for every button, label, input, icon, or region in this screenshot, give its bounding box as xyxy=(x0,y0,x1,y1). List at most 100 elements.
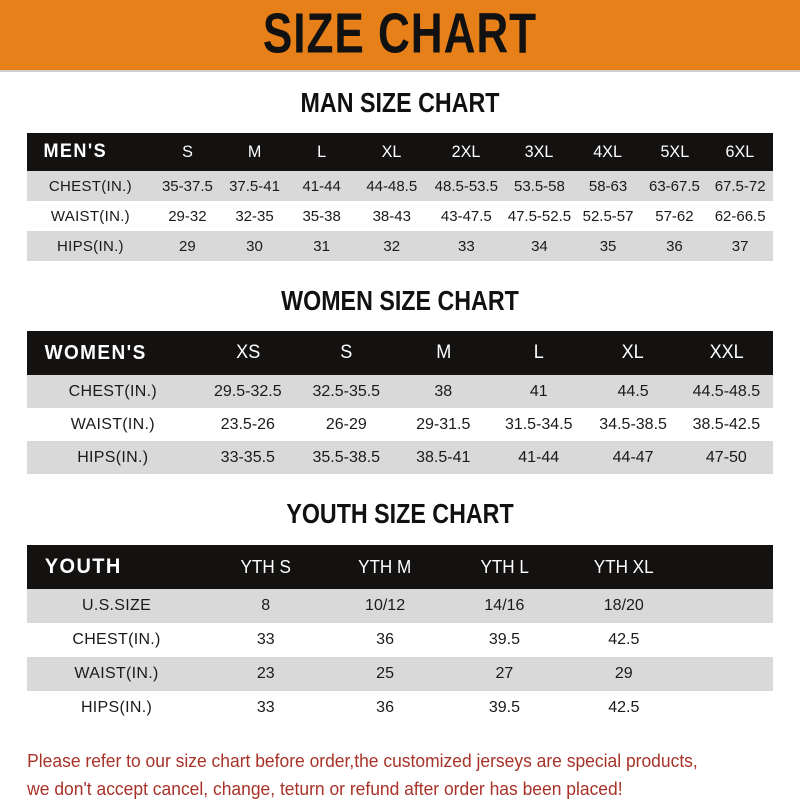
women-size-table: WOMEN'S XS S M L XL XXL CHEST(IN.) 29.5-… xyxy=(27,331,773,474)
table-cell: 39.5 xyxy=(488,631,520,648)
table-cell-spacer xyxy=(683,623,773,657)
man-size-header: S xyxy=(182,142,193,161)
row-label: HIPS(IN.) xyxy=(56,237,124,255)
table-cell: 36 xyxy=(666,237,683,255)
table-cell: 29 xyxy=(614,665,633,682)
man-size-header: 2XL xyxy=(451,142,481,161)
table-cell: 63-67.5 xyxy=(648,177,700,195)
table-cell: 41 xyxy=(529,382,548,400)
table-cell: 32-35 xyxy=(235,207,274,225)
man-size-header: XL xyxy=(381,142,402,161)
women-size-header: S xyxy=(340,342,353,363)
table-cell: 42.5 xyxy=(608,631,640,648)
row-label: U.S.SIZE xyxy=(81,597,152,614)
youth-table-header-row: YOUTH YTH S YTH M YTH L YTH XL xyxy=(27,545,773,589)
section-title-youth: YOUTH SIZE CHART xyxy=(286,498,514,530)
man-corner-label: MEN'S xyxy=(43,141,108,162)
table-cell: 52.5-57 xyxy=(582,207,634,225)
section-man: MAN SIZE CHART MEN'S S M L XL 2XL 3XL 4X… xyxy=(0,88,800,261)
table-cell: 37.5-41 xyxy=(229,177,280,195)
table-cell: 44.5 xyxy=(617,382,649,400)
table-cell: 67.5-72 xyxy=(714,177,766,195)
table-row: WAIST(IN.) 29-32 32-35 35-38 38-43 43-47… xyxy=(27,201,773,231)
youth-size-table: YOUTH YTH S YTH M YTH L YTH XL U.S.SIZE … xyxy=(27,545,773,725)
table-cell: 43-47.5 xyxy=(440,207,492,225)
youth-header-spacer xyxy=(686,545,771,589)
table-cell: 38.5-42.5 xyxy=(692,415,761,433)
table-cell: 29.5-32.5 xyxy=(214,382,282,400)
table-cell: 62-66.5 xyxy=(714,207,766,225)
table-cell: 34.5-38.5 xyxy=(599,415,667,433)
women-size-header: L xyxy=(533,342,544,363)
table-row: CHEST(IN.) 29.5-32.5 32.5-35.5 38 41 44.… xyxy=(27,375,773,408)
man-size-header: 3XL xyxy=(525,142,554,161)
youth-size-header: YTH S xyxy=(240,556,291,577)
table-row: U.S.SIZE 8 10/12 14/16 18/20 xyxy=(27,589,773,623)
table-cell: 41-44 xyxy=(518,448,560,466)
table-cell: 29 xyxy=(179,237,196,255)
row-label: HIPS(IN.) xyxy=(80,699,153,716)
women-size-header: XS xyxy=(235,342,260,363)
section-title-women: WOMEN SIZE CHART xyxy=(281,285,519,317)
table-cell: 35.5-38.5 xyxy=(312,448,381,466)
table-cell: 31 xyxy=(313,237,330,255)
table-cell: 35-37.5 xyxy=(161,177,213,195)
table-row: WAIST(IN.) 23 25 27 29 xyxy=(27,657,773,691)
table-cell: 31.5-34.5 xyxy=(504,415,573,433)
table-cell: 18/20 xyxy=(603,597,644,614)
page-banner: SIZE CHART xyxy=(0,0,800,72)
row-label: WAIST(IN.) xyxy=(50,207,130,225)
table-cell: 14/16 xyxy=(484,597,525,614)
table-cell: 57-62 xyxy=(655,207,694,225)
women-size-header: M xyxy=(435,342,451,363)
row-label: HIPS(IN.) xyxy=(77,448,149,466)
row-label: CHEST(IN.) xyxy=(72,631,161,648)
disclaimer-text: Please refer to our size chart before or… xyxy=(0,747,776,803)
table-row: WAIST(IN.) 23.5-26 26-29 29-31.5 31.5-34… xyxy=(27,408,773,441)
man-table-header-row: MEN'S S M L XL 2XL 3XL 4XL 5XL 6XL xyxy=(27,133,773,171)
table-cell: 39.5 xyxy=(488,699,520,716)
table-cell: 32.5-35.5 xyxy=(312,382,381,400)
man-size-header: L xyxy=(317,142,327,161)
section-youth: YOUTH SIZE CHART YOUTH YTH S YTH M YTH L… xyxy=(0,498,800,725)
page-title: SIZE CHART xyxy=(262,3,538,66)
table-cell: 23.5-26 xyxy=(220,415,275,433)
table-cell: 10/12 xyxy=(365,597,406,614)
table-cell: 47-50 xyxy=(705,448,747,466)
man-size-header: M xyxy=(247,142,262,161)
table-cell: 23 xyxy=(256,665,275,682)
table-cell: 25 xyxy=(376,665,394,682)
man-size-header: 5XL xyxy=(660,142,689,161)
table-cell-spacer xyxy=(683,589,773,623)
table-cell: 26-29 xyxy=(325,415,367,433)
table-cell: 33 xyxy=(256,699,275,716)
table-cell: 38-43 xyxy=(372,207,411,225)
table-cell: 44-48.5 xyxy=(366,177,418,195)
table-cell: 30 xyxy=(246,237,263,255)
disclaimer-line-1: Please refer to our size chart before or… xyxy=(27,751,698,771)
row-label: WAIST(IN.) xyxy=(70,415,155,433)
section-women: WOMEN SIZE CHART WOMEN'S XS S M L XL XXL… xyxy=(0,285,800,474)
table-cell: 35 xyxy=(599,237,617,255)
table-cell: 38 xyxy=(434,382,453,400)
women-size-header: XXL xyxy=(709,342,744,363)
women-size-header: XL xyxy=(622,342,645,363)
table-cell: 58-63 xyxy=(588,177,628,195)
row-label: CHEST(IN.) xyxy=(48,177,132,195)
table-cell: 48.5-53.5 xyxy=(434,177,499,195)
table-cell: 34 xyxy=(531,237,548,255)
disclaimer-line-2: we don't accept cancel, change, teturn o… xyxy=(27,779,623,799)
youth-size-header: YTH M xyxy=(358,556,412,577)
table-cell: 33 xyxy=(457,237,475,255)
table-cell-spacer xyxy=(683,691,773,725)
table-cell: 44.5-48.5 xyxy=(692,382,761,400)
table-row: CHEST(IN.) 33 36 39.5 42.5 xyxy=(27,623,773,657)
table-cell: 42.5 xyxy=(608,699,640,716)
table-cell: 47.5-52.5 xyxy=(507,207,572,225)
table-row: HIPS(IN.) 33-35.5 35.5-38.5 38.5-41 41-4… xyxy=(27,441,773,474)
table-cell: 35-38 xyxy=(302,207,341,225)
man-size-header: 6XL xyxy=(725,142,755,161)
youth-size-header: YTH XL xyxy=(593,556,654,577)
man-size-table: MEN'S S M L XL 2XL 3XL 4XL 5XL 6XL CHEST… xyxy=(27,133,773,261)
